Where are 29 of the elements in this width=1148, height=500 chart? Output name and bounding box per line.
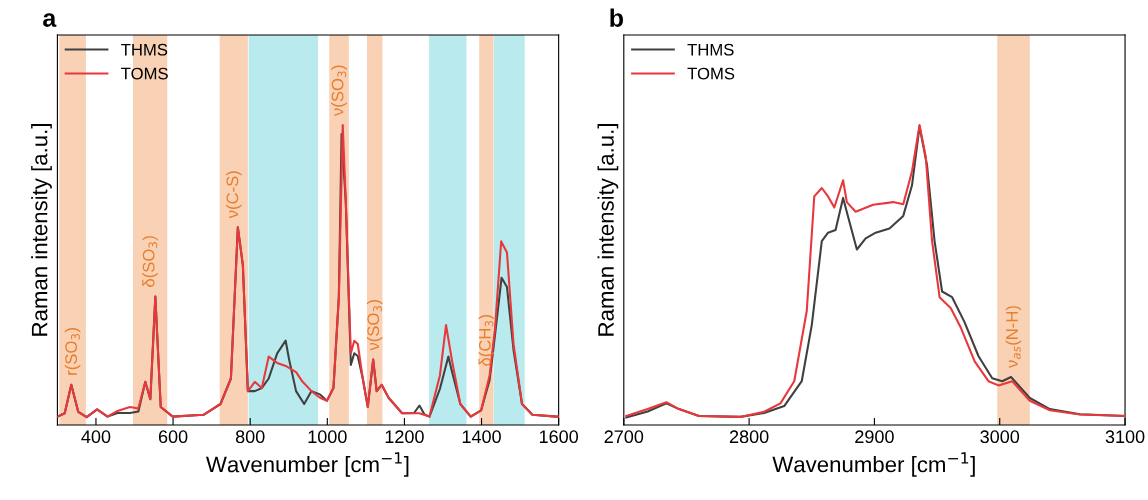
x-tick-label: 1600 bbox=[539, 430, 579, 444]
band-label: δ(CH$_{3}$) bbox=[478, 315, 495, 366]
x-axis-title: Wavenumber [cm$^{−1}$] bbox=[772, 452, 975, 477]
x-tick-label: 2900 bbox=[855, 430, 894, 444]
band-label: ν(SO$_{3}$) bbox=[366, 300, 383, 351]
x-tick-label: 1400 bbox=[462, 430, 501, 444]
legend-label: THMS bbox=[687, 43, 734, 56]
band-label: ν(C-S) bbox=[226, 171, 242, 219]
x-tick-label: 400 bbox=[81, 430, 111, 444]
x-axis-title: Wavenumber [cm$^{−1}$] bbox=[206, 452, 409, 477]
x-tick-label: 3000 bbox=[980, 430, 1020, 444]
chart-title: a bbox=[43, 13, 57, 27]
chart-title: b bbox=[610, 8, 624, 27]
legend-label: TOMS bbox=[121, 67, 168, 80]
y-axis-title: Raman intensity [a.u.] bbox=[31, 124, 52, 336]
legend-label: THMS bbox=[121, 43, 168, 56]
legend-label: TOMS bbox=[687, 67, 735, 80]
y-axis-title: Raman intensity [a.u.] bbox=[597, 124, 619, 336]
x-tick-label: 2700 bbox=[604, 430, 644, 444]
x-tick-label: 1200 bbox=[385, 430, 424, 444]
x-tick-label: 600 bbox=[158, 430, 188, 444]
x-tick-label: 800 bbox=[235, 430, 265, 444]
band-label: r(SO$_{3}$) bbox=[64, 328, 81, 375]
band-label: ν$_{as}$(N-H) bbox=[1005, 306, 1022, 368]
x-tick-label: 3100 bbox=[1105, 430, 1145, 444]
band-label: ν(SO$_{3}$) bbox=[331, 65, 347, 116]
x-tick-label: 2800 bbox=[729, 430, 769, 444]
band-label: δ(SO$_{3}$) bbox=[142, 236, 158, 287]
x-tick-label: 1000 bbox=[308, 430, 347, 444]
